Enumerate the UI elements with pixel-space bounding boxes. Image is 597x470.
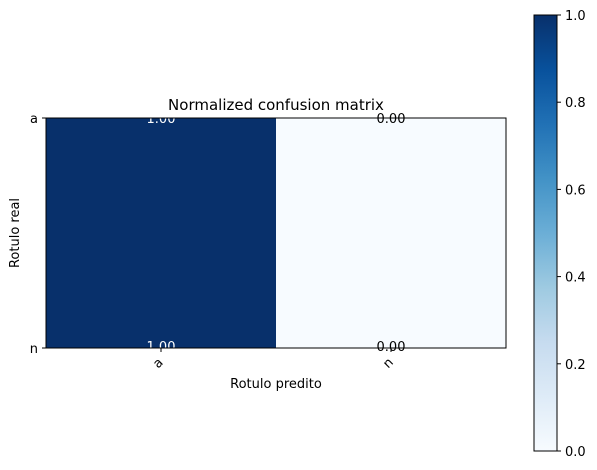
y-tick-label: n	[30, 342, 38, 357]
x-tick-label: n	[380, 355, 396, 371]
y-axis-ticks: an	[30, 112, 46, 357]
y-axis-label: Rotulo real	[8, 198, 23, 268]
colorbar-tick-label: 1.0	[565, 9, 586, 24]
colorbar-ticks: 0.0 0.2 0.4 0.6 0.8 1.0	[557, 9, 586, 460]
colorbar-gradient	[533, 14, 558, 452]
colorbar-tick-label: 0.6	[565, 183, 586, 198]
colorbar-tick-label: 0.0	[565, 445, 586, 460]
heatmap-cells: 1.00 0.001.00 0.00	[46, 112, 506, 355]
colorbar-tick-label: 0.8	[565, 96, 586, 111]
chart-title: Normalized confusion matrix	[168, 96, 384, 114]
heatmap-cell	[46, 118, 276, 348]
x-axis-label: Rotulo predito	[230, 377, 322, 392]
heatmap-cell	[276, 118, 506, 348]
colorbar-tick-label: 0.2	[565, 358, 586, 373]
y-tick-label: a	[30, 112, 38, 127]
cell-value-label: 1.00	[147, 112, 176, 127]
colorbar-tick-label: 0.4	[565, 271, 586, 286]
x-tick-label: a	[150, 355, 166, 371]
plot-frame	[45, 117, 507, 349]
cell-value-label: 0.00	[377, 112, 406, 127]
